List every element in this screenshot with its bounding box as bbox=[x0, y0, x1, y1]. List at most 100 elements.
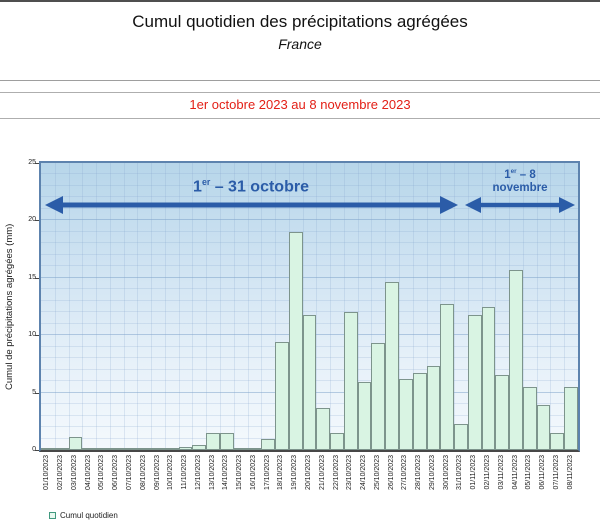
bar-14-10-2023 bbox=[220, 432, 234, 450]
gridline-vertical bbox=[261, 163, 263, 450]
bar-01-11-2023 bbox=[467, 314, 482, 450]
bar-27-10-2023 bbox=[399, 378, 413, 450]
y-tick-label: 20 bbox=[28, 216, 36, 224]
x-tick-label: 09/10/2023 bbox=[153, 455, 161, 491]
bar-15-10-2023 bbox=[233, 448, 248, 450]
bar-06-11-2023 bbox=[536, 405, 551, 450]
y-tick-mark bbox=[35, 450, 39, 451]
x-tick-label: 05/11/2023 bbox=[525, 455, 533, 490]
gridline-vertical bbox=[522, 163, 524, 450]
gridline-horizontal bbox=[41, 288, 578, 290]
x-tick-label: 04/10/2023 bbox=[84, 455, 92, 491]
x-tick-label: 15/10/2023 bbox=[236, 455, 244, 491]
gridline-horizontal bbox=[41, 253, 578, 255]
y-tick-label: 5 bbox=[2, 389, 36, 396]
gridline-vertical bbox=[550, 163, 552, 450]
gridline-vertical bbox=[54, 163, 56, 450]
bar-28-10-2023 bbox=[412, 373, 427, 450]
bar-21-10-2023 bbox=[316, 407, 331, 450]
gridline-vertical bbox=[564, 163, 566, 450]
x-tick-label: 27/10/2023 bbox=[401, 455, 409, 491]
x-tick-label: 08/11/2023 bbox=[566, 455, 574, 490]
bar-10-10-2023 bbox=[164, 448, 179, 450]
annotation-october: 1er – 31 octobre bbox=[193, 177, 309, 196]
gridline-vertical bbox=[164, 163, 166, 450]
x-tick-label: 11/10/2023 bbox=[181, 455, 189, 490]
gridline-vertical bbox=[178, 163, 180, 450]
top-divider bbox=[0, 0, 600, 2]
x-tick-label: 01/10/2023 bbox=[43, 455, 51, 491]
y-tick-mark bbox=[35, 392, 39, 394]
period-banner: 1er octobre 2023 au 8 novembre 2023 bbox=[0, 92, 600, 119]
plot-area: 1er – 31 octobre 1er – 8 novembre bbox=[39, 161, 580, 452]
annotation-november: 1er – 8 novembre bbox=[492, 168, 548, 194]
bar-07-11-2023 bbox=[550, 432, 565, 450]
gridline-horizontal bbox=[41, 184, 578, 186]
x-tick-label: 03/10/2023 bbox=[70, 455, 78, 491]
bar-04-10-2023 bbox=[82, 448, 97, 450]
bar-06-10-2023 bbox=[109, 448, 124, 450]
x-tick-label: 30/10/2023 bbox=[442, 455, 450, 491]
bar-25-10-2023 bbox=[371, 343, 386, 450]
y-tick-label: 25 bbox=[28, 159, 36, 166]
gridline-horizontal bbox=[41, 242, 578, 244]
legend-label: Cumul quotidien bbox=[60, 511, 118, 520]
x-tick-label: 22/10/2023 bbox=[332, 455, 340, 491]
gridline-horizontal bbox=[41, 299, 578, 301]
x-tick-label: 26/10/2023 bbox=[387, 455, 395, 491]
x-tick-label: 06/11/2023 bbox=[539, 455, 547, 490]
y-axis-title: Cumul de précipitations agrégées (mm) bbox=[4, 223, 15, 390]
bar-07-10-2023 bbox=[123, 448, 138, 450]
bar-29-10-2023 bbox=[426, 366, 441, 450]
y-tick-mark bbox=[35, 335, 39, 337]
gridline-vertical bbox=[371, 163, 373, 450]
bar-17-10-2023 bbox=[261, 438, 276, 450]
y-tick-label: 0 bbox=[2, 446, 36, 453]
bar-02-11-2023 bbox=[481, 306, 496, 450]
x-tick-label: 02/11/2023 bbox=[484, 455, 491, 490]
bar-19-10-2023 bbox=[288, 231, 303, 450]
bar-22-10-2023 bbox=[330, 432, 344, 450]
gridline-horizontal bbox=[41, 219, 578, 221]
gridline-horizontal bbox=[41, 207, 578, 209]
y-tick-label: 10 bbox=[28, 331, 36, 339]
x-tick-label: 31/10/2023 bbox=[456, 455, 464, 491]
x-tick-label: 01/11/2023 bbox=[470, 455, 478, 490]
bar-03-11-2023 bbox=[495, 375, 510, 450]
gridline-horizontal bbox=[41, 311, 578, 313]
gridline-horizontal bbox=[41, 173, 578, 175]
legend: Cumul quotidien bbox=[49, 511, 118, 520]
bar-08-11-2023 bbox=[564, 386, 578, 450]
y-tick-mark bbox=[35, 163, 39, 164]
x-tick-label: 05/10/2023 bbox=[98, 455, 106, 491]
gridline-vertical bbox=[343, 163, 345, 450]
gridline-vertical bbox=[454, 163, 456, 450]
x-tick-label: 20/10/2023 bbox=[305, 455, 312, 491]
header: Cumul quotidien des précipitations agrég… bbox=[0, 2, 600, 81]
gridline-vertical bbox=[467, 163, 469, 450]
x-tick-label: 28/10/2023 bbox=[415, 455, 423, 491]
gridline-vertical bbox=[247, 163, 249, 450]
x-tick-label: 23/10/2023 bbox=[346, 455, 354, 491]
x-tick-label: 21/10/2023 bbox=[318, 455, 326, 491]
gridline-horizontal bbox=[41, 230, 578, 232]
bar-08-10-2023 bbox=[137, 448, 152, 450]
x-tick-label: 04/11/2023 bbox=[511, 455, 519, 490]
gridline-horizontal bbox=[41, 265, 578, 267]
gridline-vertical bbox=[137, 163, 139, 450]
gridline-vertical bbox=[275, 163, 277, 450]
gridline-vertical bbox=[302, 163, 304, 450]
bar-26-10-2023 bbox=[385, 282, 399, 450]
x-tick-label: 18/10/2023 bbox=[277, 455, 285, 491]
page-subtitle: France bbox=[278, 36, 322, 52]
gridline-vertical bbox=[96, 163, 98, 450]
bar-11-10-2023 bbox=[178, 446, 193, 450]
bar-01-10-2023 bbox=[41, 448, 55, 450]
x-tick-label: 24/10/2023 bbox=[360, 455, 368, 491]
x-tick-label: 25/10/2023 bbox=[373, 455, 381, 491]
x-tick-label: 29/10/2023 bbox=[428, 455, 436, 491]
gridline-vertical bbox=[206, 163, 208, 450]
x-tick-label: 07/11/2023 bbox=[552, 455, 560, 490]
arrow-october bbox=[45, 196, 458, 214]
